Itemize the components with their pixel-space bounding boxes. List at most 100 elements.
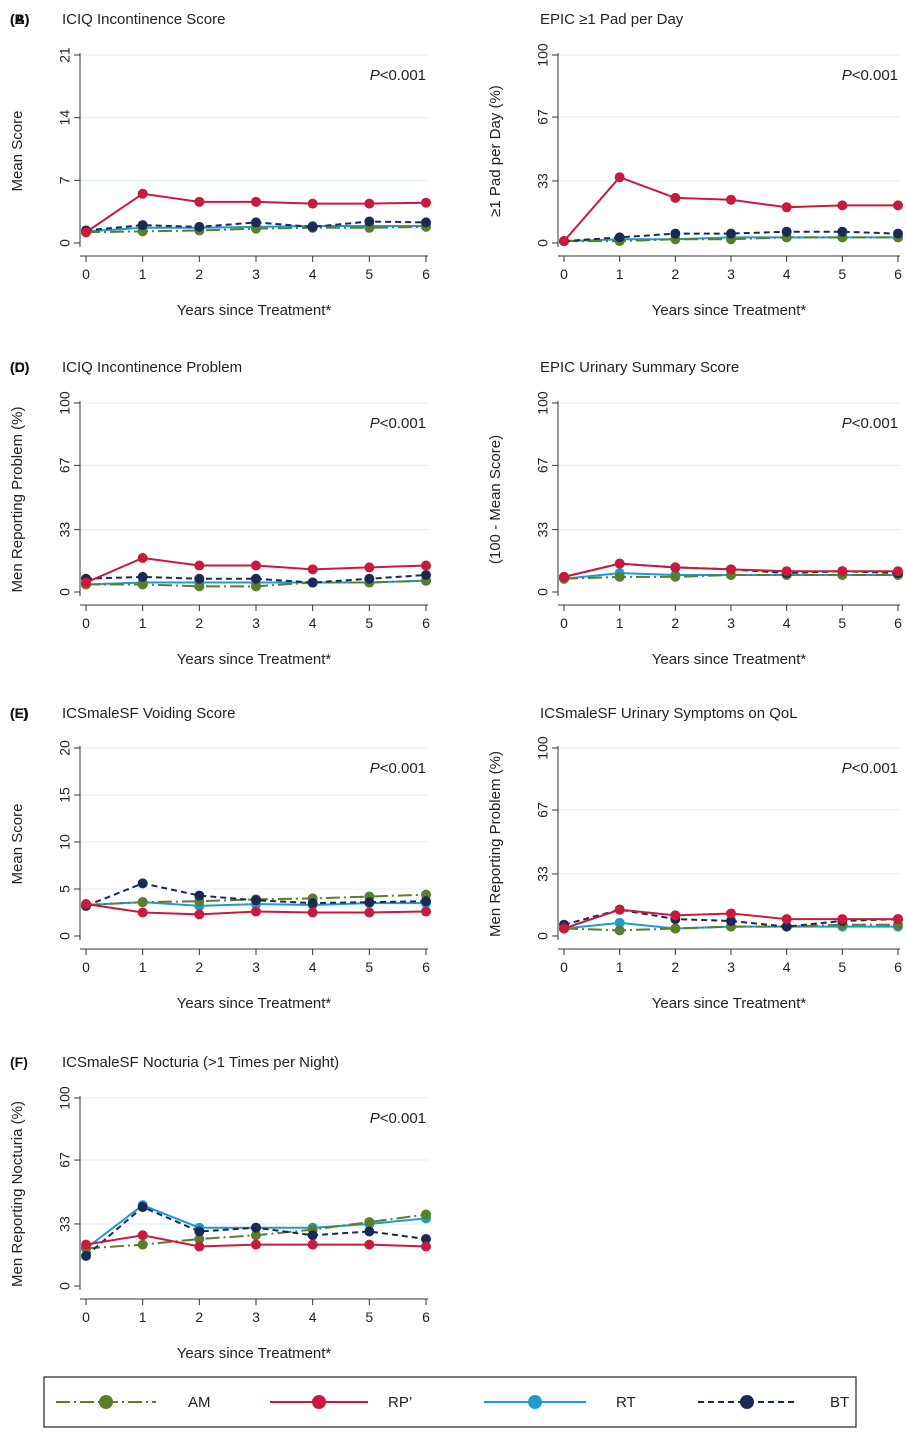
data-point-BT <box>194 1226 205 1237</box>
x-tick-label: 2 <box>671 615 679 631</box>
data-point-RP <box>781 914 792 925</box>
x-tick-label: 3 <box>727 959 735 975</box>
x-tick-label: 1 <box>616 615 624 631</box>
y-tick-label: 33 <box>535 173 551 189</box>
y-axis-label: (100 - Mean Score) <box>487 435 504 564</box>
data-point-RP <box>614 904 625 915</box>
x-tick-label: 3 <box>252 615 260 631</box>
data-point-RP <box>559 236 569 247</box>
data-point-AM <box>137 579 148 590</box>
x-tick-label: 6 <box>422 1309 430 1325</box>
data-point-RP <box>781 202 792 213</box>
data-point-RP <box>137 188 148 199</box>
data-point-RP <box>137 552 148 563</box>
x-tick-label: 0 <box>560 959 568 975</box>
data-point-RP <box>194 196 205 207</box>
data-point-BT <box>837 226 848 237</box>
x-tick-label: 1 <box>139 1309 147 1325</box>
data-point-RP <box>81 577 91 588</box>
y-tick-label: 0 <box>57 932 73 940</box>
data-point-RP <box>81 899 91 910</box>
data-point-RP <box>559 923 569 934</box>
data-point-AM <box>194 581 205 592</box>
panel-title: ICSmaleSF Voiding Score <box>62 705 235 722</box>
data-point-RP <box>421 197 431 208</box>
y-axis-label: Men Reporting Problem (%) <box>487 751 504 937</box>
y-axis-label: Mean Score <box>9 804 26 885</box>
data-point-RP <box>893 566 903 577</box>
data-point-AM <box>251 581 261 592</box>
data-point-AM <box>364 1217 375 1228</box>
y-tick-label: 33 <box>57 1216 73 1232</box>
legend: AM RP’ RT BT <box>43 1376 857 1428</box>
y-tick-label: 0 <box>57 588 73 596</box>
x-tick-label: 4 <box>783 266 791 282</box>
panel-title: ICIQ Incontinence Problem <box>62 359 242 376</box>
data-point-BT <box>670 228 681 239</box>
x-tick-label: 4 <box>309 615 317 631</box>
data-point-RP <box>81 1239 91 1250</box>
y-tick-label: 0 <box>535 588 551 596</box>
data-point-BT <box>364 216 375 227</box>
data-point-BT <box>81 1250 91 1261</box>
x-tick-label: 0 <box>82 615 90 631</box>
x-tick-label: 6 <box>894 615 902 631</box>
data-point-RP <box>307 198 318 209</box>
data-point-RP <box>194 1241 205 1252</box>
data-point-RP <box>781 566 792 577</box>
y-tick-label: 0 <box>57 1282 73 1290</box>
data-point-BT <box>307 577 318 588</box>
x-tick-label: 0 <box>82 1309 90 1325</box>
y-tick-label: 20 <box>57 740 73 756</box>
panel-7: (F) ICSmaleSF Nocturia (>1 Times per Nigh… <box>9 1054 431 1362</box>
legend-marker-BT <box>740 1395 754 1409</box>
y-tick-label: 10 <box>57 834 73 850</box>
data-point-BT <box>137 220 148 231</box>
x-tick-label: 5 <box>838 266 846 282</box>
x-tick-label: 2 <box>195 959 203 975</box>
data-point-RP <box>614 558 625 569</box>
x-tick-label: 2 <box>195 615 203 631</box>
x-axis-label: Years since Treatment* <box>177 302 332 319</box>
panel-letter: (F) <box>10 1054 28 1070</box>
x-tick-label: 5 <box>365 1309 373 1325</box>
data-point-BT <box>194 890 205 901</box>
x-axis-label: Years since Treatment* <box>652 302 807 319</box>
x-tick-label: 2 <box>195 1309 203 1325</box>
data-point-RP <box>137 907 148 918</box>
x-tick-label: 0 <box>560 266 568 282</box>
data-point-RP <box>421 906 431 917</box>
data-point-RP <box>421 560 431 571</box>
y-tick-label: 15 <box>57 787 73 803</box>
y-tick-label: 33 <box>535 866 551 882</box>
data-point-AM <box>251 1230 261 1241</box>
data-point-RP <box>670 910 681 921</box>
data-point-BT <box>137 878 148 889</box>
data-point-BT <box>421 217 431 228</box>
x-tick-label: 2 <box>671 266 679 282</box>
data-point-RP <box>837 566 848 577</box>
data-point-BT <box>137 1202 148 1213</box>
panel-title: EPIC Urinary Summary Score <box>540 359 739 376</box>
y-tick-label: 33 <box>57 522 73 538</box>
x-axis-label: Years since Treatment* <box>177 1345 332 1362</box>
panel-letter: (C) <box>10 359 29 375</box>
x-tick-label: 6 <box>894 959 902 975</box>
x-axis-label: Years since Treatment* <box>177 651 332 668</box>
y-tick-label: 67 <box>57 457 73 473</box>
x-tick-label: 3 <box>727 266 735 282</box>
x-tick-label: 1 <box>139 959 147 975</box>
x-tick-label: 1 <box>139 615 147 631</box>
data-point-RP <box>194 909 205 920</box>
data-point-BT <box>781 921 792 932</box>
p-value-annotation: P<0.001 <box>370 1110 426 1127</box>
x-tick-label: 3 <box>252 266 260 282</box>
data-point-AM <box>137 1239 148 1250</box>
y-tick-label: 14 <box>57 110 73 126</box>
data-point-RP <box>307 1239 318 1250</box>
data-point-BT <box>194 573 205 584</box>
y-tick-label: 67 <box>535 457 551 473</box>
data-point-BT <box>251 1222 261 1233</box>
